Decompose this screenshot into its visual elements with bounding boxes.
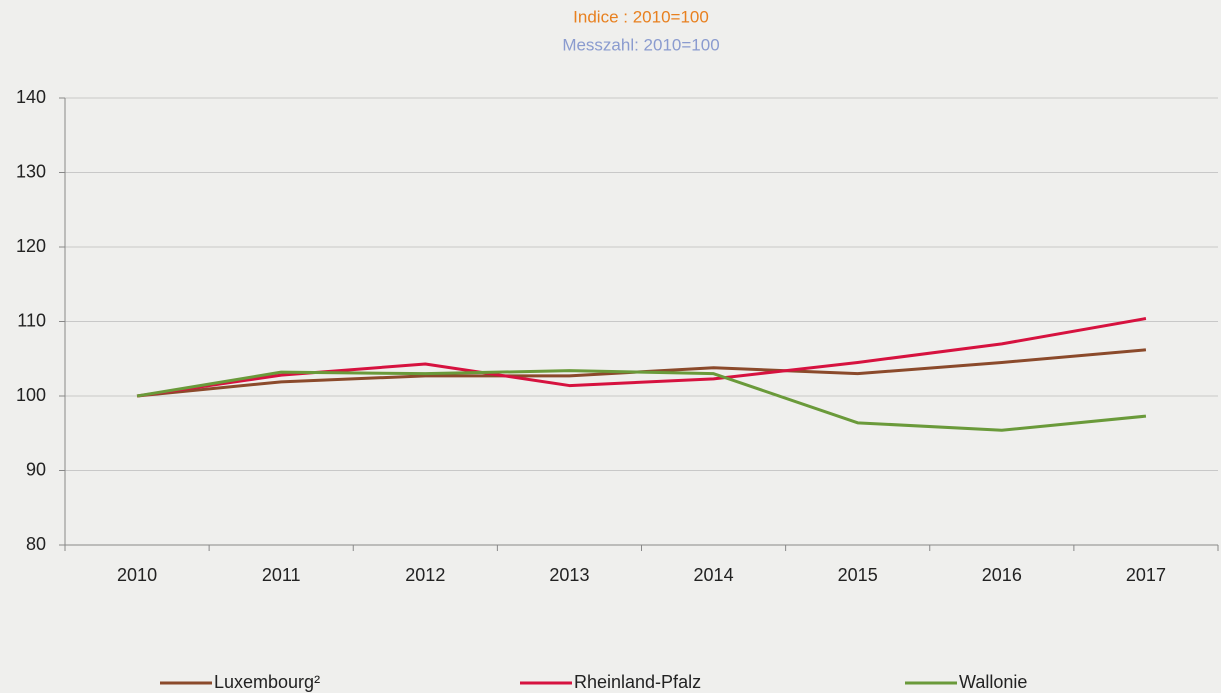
x-tick-label: 2012 — [405, 565, 445, 585]
series-line — [136, 369, 1147, 432]
y-tick-label: 130 — [16, 161, 46, 181]
y-tick-label: 110 — [17, 310, 46, 330]
x-tick-label: 2015 — [838, 565, 878, 585]
chart-title: Indice : 2010=100 — [573, 7, 709, 26]
legend-label: Rheinland-Pfalz — [574, 672, 701, 692]
legend-label: Luxembourg² — [214, 672, 320, 692]
chart-subtitle: Messzahl: 2010=100 — [562, 35, 719, 54]
x-tick-label: 2016 — [982, 565, 1022, 585]
y-tick-label: 90 — [26, 459, 46, 479]
x-tick-label: 2014 — [694, 565, 734, 585]
legend-label: Wallonie — [959, 672, 1027, 692]
x-tick-label: 2010 — [117, 565, 157, 585]
y-tick-label: 80 — [26, 534, 46, 554]
y-tick-label: 100 — [16, 385, 46, 405]
y-tick-label: 140 — [16, 87, 46, 107]
y-tick-label: 120 — [16, 236, 46, 256]
series-line — [136, 317, 1147, 398]
x-tick-label: 2011 — [262, 565, 301, 585]
x-tick-label: 2017 — [1126, 565, 1166, 585]
x-tick-label: 2013 — [549, 565, 589, 585]
